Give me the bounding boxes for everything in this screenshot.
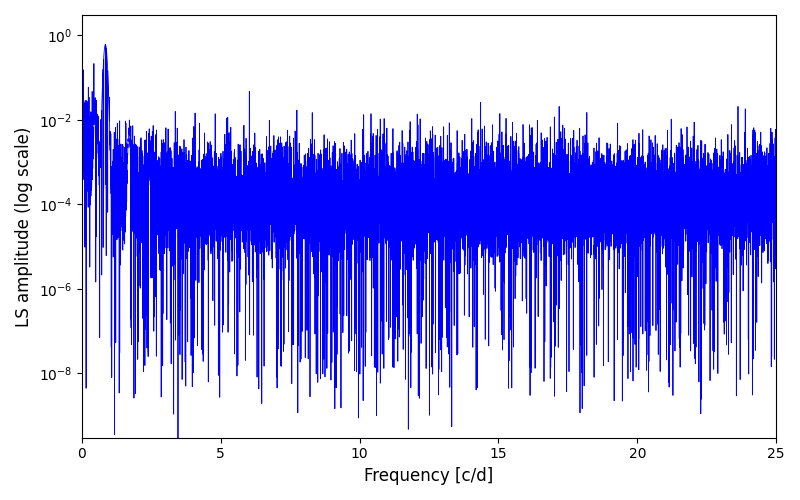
X-axis label: Frequency [c/d]: Frequency [c/d] <box>364 467 494 485</box>
Y-axis label: LS amplitude (log scale): LS amplitude (log scale) <box>15 126 33 326</box>
